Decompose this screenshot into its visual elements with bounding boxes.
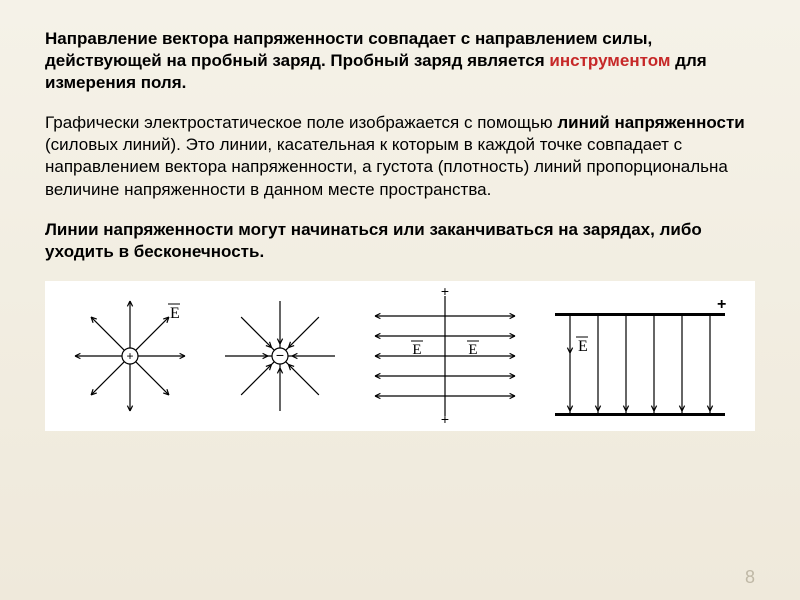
svg-text:E: E	[468, 342, 477, 358]
paragraph-3: Линии напряженности могут начинаться или…	[45, 219, 755, 263]
svg-text:+: +	[126, 349, 133, 363]
diagram-opposing-field: + + E E	[365, 286, 525, 426]
paragraph-1: Направление вектора напряженности совпад…	[45, 28, 755, 94]
svg-text:+: +	[717, 296, 726, 313]
svg-text:E: E	[412, 342, 421, 358]
svg-text:E: E	[578, 338, 588, 355]
diagram-parallel-plates: + − E	[545, 291, 735, 421]
p2-text-a: Графически электростатическое поле изобр…	[45, 113, 557, 132]
svg-text:+: +	[441, 411, 449, 426]
page-number: 8	[745, 567, 755, 588]
p2-text-b: (силовых линий). Это линии, касательная …	[45, 135, 728, 198]
svg-text:+: +	[441, 286, 449, 299]
diagram-radial-positive: +E	[65, 291, 195, 421]
diagrams-panel: +E − ++EE +−E	[45, 281, 755, 431]
svg-text:E: E	[170, 305, 180, 322]
p1-highlight: инструментом	[549, 51, 670, 70]
p2-bold1: линий напряженности	[557, 113, 744, 132]
paragraph-2: Графически электростатическое поле изобр…	[45, 112, 755, 200]
svg-text:−: −	[719, 414, 731, 421]
diagram-radial-negative: −	[215, 291, 345, 421]
svg-text:−: −	[276, 347, 284, 363]
